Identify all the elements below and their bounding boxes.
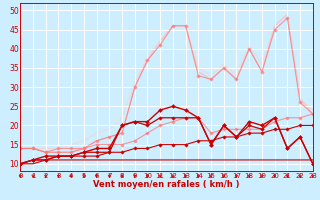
X-axis label: Vent moyen/en rafales ( km/h ): Vent moyen/en rafales ( km/h ) (93, 180, 240, 189)
